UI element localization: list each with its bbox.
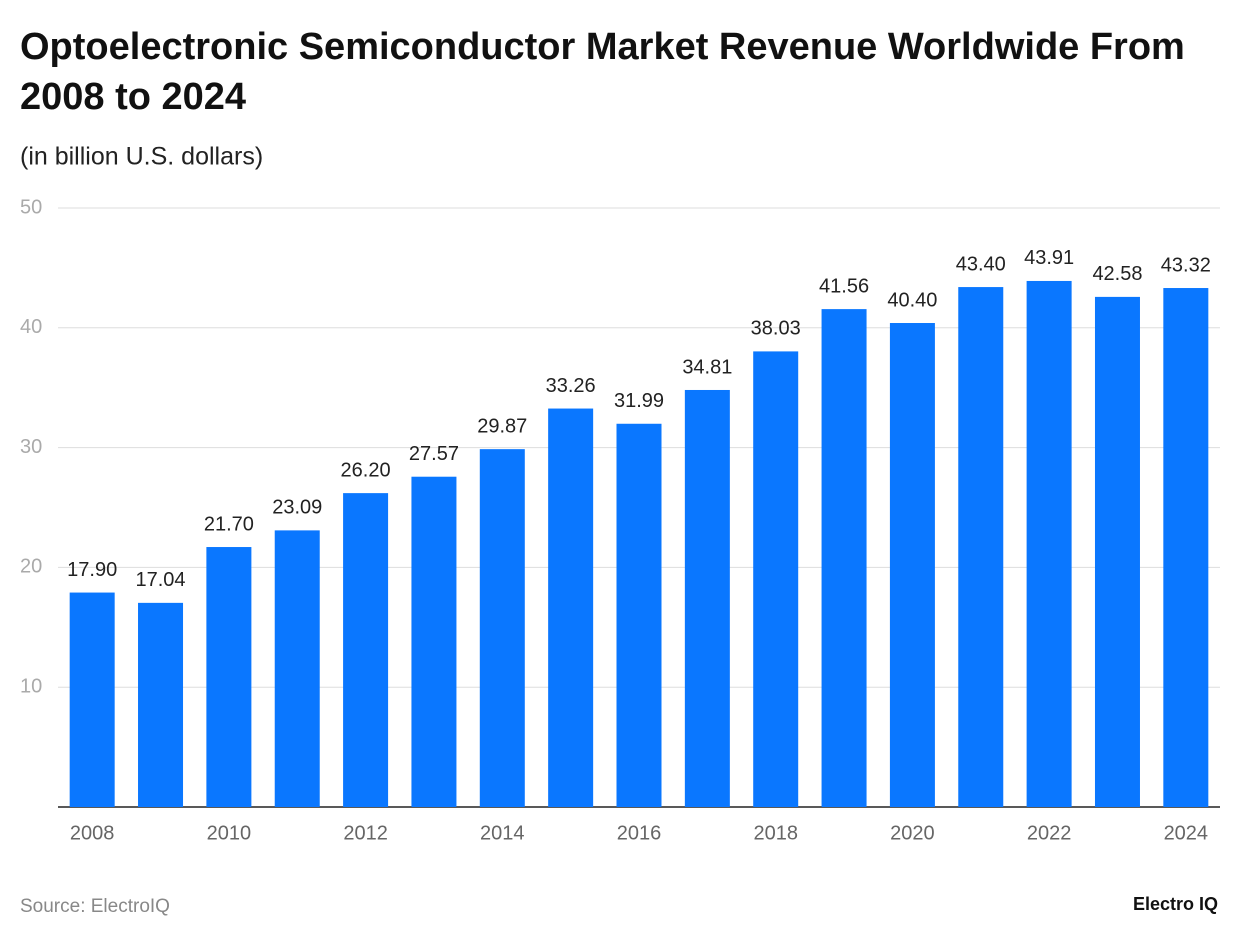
value-label: 17.90	[67, 559, 117, 581]
bar	[206, 547, 252, 807]
bar	[274, 530, 320, 807]
bar	[889, 323, 935, 807]
bar	[1163, 288, 1209, 808]
y-tick-label: 20	[20, 556, 42, 578]
bar	[69, 592, 115, 807]
x-tick-label: 2012	[343, 822, 388, 844]
value-label: 33.26	[546, 375, 596, 397]
value-label: 40.40	[887, 289, 937, 311]
value-label: 29.87	[477, 415, 527, 437]
bar	[548, 408, 594, 807]
x-tick-label: 2016	[617, 822, 662, 844]
bar	[479, 449, 525, 807]
bar	[1094, 296, 1140, 807]
x-tick-label: 2018	[753, 822, 798, 844]
bar	[958, 287, 1004, 807]
x-tick-label: 2022	[1027, 822, 1072, 844]
value-label: 43.32	[1161, 254, 1211, 276]
value-label: 34.81	[682, 356, 732, 378]
bar	[753, 351, 799, 807]
bar	[411, 476, 457, 807]
value-label: 42.58	[1092, 263, 1142, 285]
x-tick-label: 2008	[70, 822, 115, 844]
x-tick-label: 2024	[1164, 822, 1209, 844]
y-tick-label: 10	[20, 675, 42, 697]
chart-subtitle: (in billion U.S. dollars)	[20, 143, 263, 171]
value-label: 21.70	[204, 513, 254, 535]
value-label: 43.91	[1024, 247, 1074, 269]
value-label: 26.20	[341, 459, 391, 481]
y-tick-label: 40	[20, 316, 42, 338]
value-label: 31.99	[614, 390, 664, 412]
value-label: 41.56	[819, 275, 869, 297]
bar	[138, 602, 184, 807]
source: Source: ElectroIQ	[20, 896, 170, 917]
x-tick-label: 2010	[207, 822, 252, 844]
bar	[1026, 280, 1072, 807]
bar	[684, 389, 730, 807]
value-label: 23.09	[272, 497, 322, 519]
bar	[821, 309, 867, 807]
brand: Electro IQ	[1133, 894, 1218, 914]
y-tick-label: 30	[20, 436, 42, 458]
x-tick-label: 2020	[890, 822, 935, 844]
bar	[343, 493, 389, 807]
y-tick-label: 50	[20, 196, 42, 218]
value-label: 27.57	[409, 443, 459, 465]
value-label: 17.04	[135, 569, 185, 591]
value-label: 38.03	[751, 318, 801, 340]
value-label: 43.40	[956, 253, 1006, 275]
chart-title: Optoelectronic Semiconductor Market Reve…	[20, 26, 1185, 118]
x-tick-label: 2014	[480, 822, 525, 844]
bar	[616, 423, 662, 807]
